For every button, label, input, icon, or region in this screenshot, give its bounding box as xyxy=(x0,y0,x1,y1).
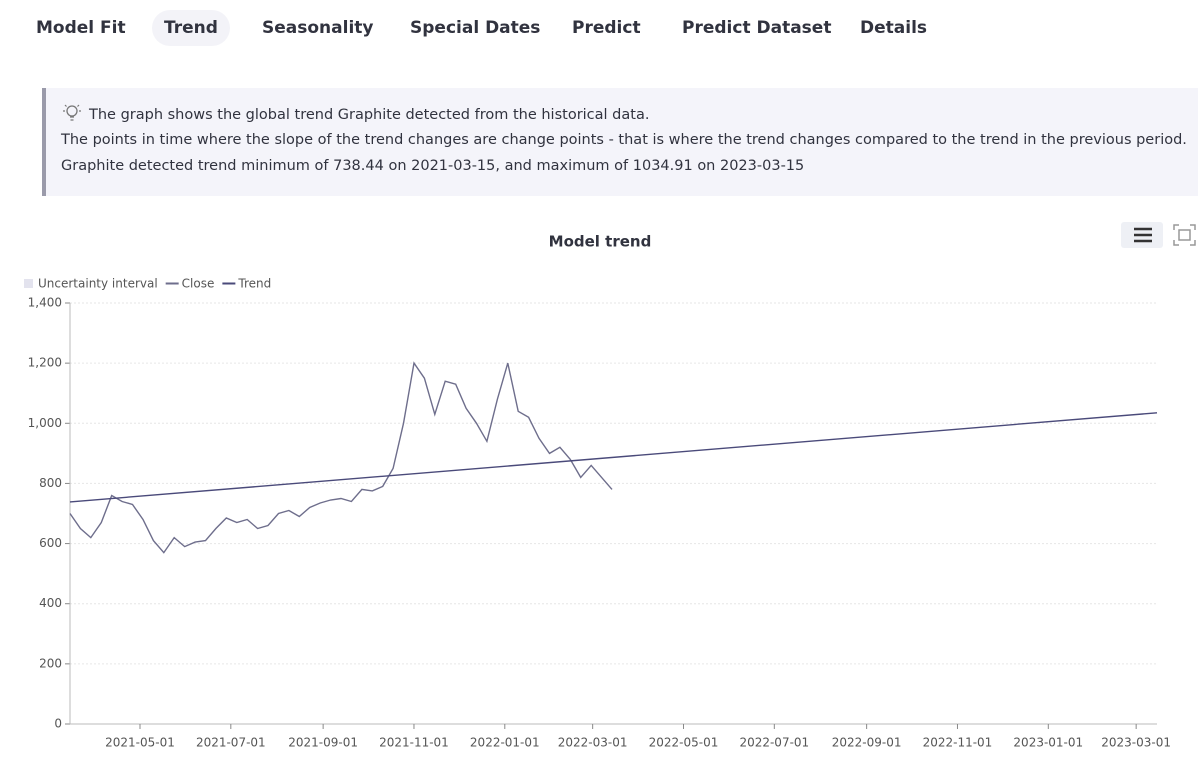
x-tick-label: 2022-05-01 xyxy=(649,736,719,750)
bulb-icon xyxy=(63,104,81,121)
legend-swatch xyxy=(24,279,33,288)
tab[interactable]: Model Fit xyxy=(36,18,126,38)
menu-button[interactable] xyxy=(1121,222,1163,248)
tab[interactable]: Predict Dataset xyxy=(682,18,832,38)
y-tick-label: 1,200 xyxy=(28,356,62,370)
legend-item[interactable]: Close xyxy=(165,277,215,291)
info-text: The graph shows the global trend Graphit… xyxy=(89,107,650,123)
x-tick-label: 2022-03-01 xyxy=(558,736,628,750)
y-tick-label: 400 xyxy=(39,596,62,610)
series-line xyxy=(69,361,613,554)
legend-item[interactable]: Uncertainty interval xyxy=(24,277,158,291)
info-box: The graph shows the global trend Graphit… xyxy=(42,88,1198,196)
tab[interactable]: Trend xyxy=(152,10,230,46)
y-tick-label: 0 xyxy=(54,717,62,731)
tab[interactable]: Seasonality xyxy=(262,18,374,38)
y-tick-label: 600 xyxy=(39,536,62,550)
legend-item[interactable]: Trend xyxy=(222,277,271,291)
legend-label: Trend xyxy=(237,277,271,291)
x-tick-label: 2023-03-01 xyxy=(1101,736,1171,750)
tab[interactable]: Special Dates xyxy=(410,18,541,38)
y-tick-label: 200 xyxy=(39,656,62,670)
y-tick-label: 1,400 xyxy=(28,296,62,310)
series-line xyxy=(69,412,1158,503)
legend-label: Close xyxy=(182,277,215,291)
x-tick-label: 2021-05-01 xyxy=(105,736,175,750)
tab[interactable]: Details xyxy=(860,18,928,38)
info-line: The points in time where the slope of th… xyxy=(61,132,1187,148)
x-tick-label: 2022-01-01 xyxy=(470,736,540,750)
chart-title: Model trend xyxy=(549,233,652,251)
y-tick-label: 800 xyxy=(39,476,62,490)
x-tick-label: 2021-07-01 xyxy=(196,736,266,750)
fullscreen-button[interactable] xyxy=(1170,222,1198,248)
x-tick-label: 2022-07-01 xyxy=(739,736,809,750)
x-tick-label: 2021-11-01 xyxy=(379,736,449,750)
x-tick-label: 2022-09-01 xyxy=(832,736,902,750)
y-tick-label: 1,000 xyxy=(28,416,62,430)
x-tick-label: 2022-11-01 xyxy=(923,736,993,750)
chart: Model trend 0 200 400 600 800 1,000 1,200 1,400… xyxy=(24,222,1198,750)
legend-label: Uncertainty interval xyxy=(38,277,158,291)
tab[interactable]: Predict xyxy=(572,18,641,38)
x-tick-label: 2023-01-01 xyxy=(1013,736,1083,750)
x-tick-label: 2021-09-01 xyxy=(288,736,358,750)
info-line: Graphite detected trend minimum of 738.4… xyxy=(61,158,805,174)
info-line: The graph shows the global trend Graphit… xyxy=(61,103,649,123)
